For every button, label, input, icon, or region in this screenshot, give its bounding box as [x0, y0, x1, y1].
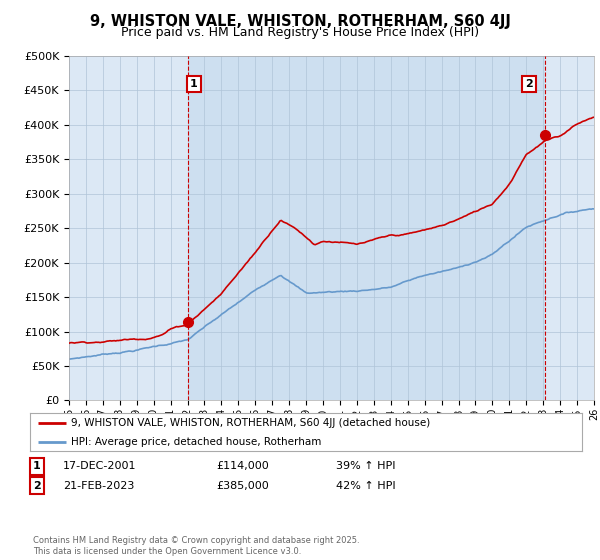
Text: 1: 1	[33, 461, 41, 472]
Text: 9, WHISTON VALE, WHISTON, ROTHERHAM, S60 4JJ: 9, WHISTON VALE, WHISTON, ROTHERHAM, S60…	[89, 14, 511, 29]
Text: 42% ↑ HPI: 42% ↑ HPI	[336, 480, 395, 491]
Bar	[188, 56, 545, 400]
Text: £114,000: £114,000	[216, 461, 269, 472]
Text: Price paid vs. HM Land Registry's House Price Index (HPI): Price paid vs. HM Land Registry's House …	[121, 26, 479, 39]
Text: 9, WHISTON VALE, WHISTON, ROTHERHAM, S60 4JJ (detached house): 9, WHISTON VALE, WHISTON, ROTHERHAM, S60…	[71, 418, 431, 428]
Text: 2: 2	[525, 79, 533, 89]
Text: HPI: Average price, detached house, Rotherham: HPI: Average price, detached house, Roth…	[71, 437, 322, 447]
Text: 39% ↑ HPI: 39% ↑ HPI	[336, 461, 395, 472]
Text: Contains HM Land Registry data © Crown copyright and database right 2025.
This d: Contains HM Land Registry data © Crown c…	[33, 536, 359, 556]
Text: 1: 1	[190, 79, 198, 89]
Text: 2: 2	[33, 480, 41, 491]
Text: 21-FEB-2023: 21-FEB-2023	[63, 480, 134, 491]
Text: 17-DEC-2001: 17-DEC-2001	[63, 461, 137, 472]
Text: £385,000: £385,000	[216, 480, 269, 491]
